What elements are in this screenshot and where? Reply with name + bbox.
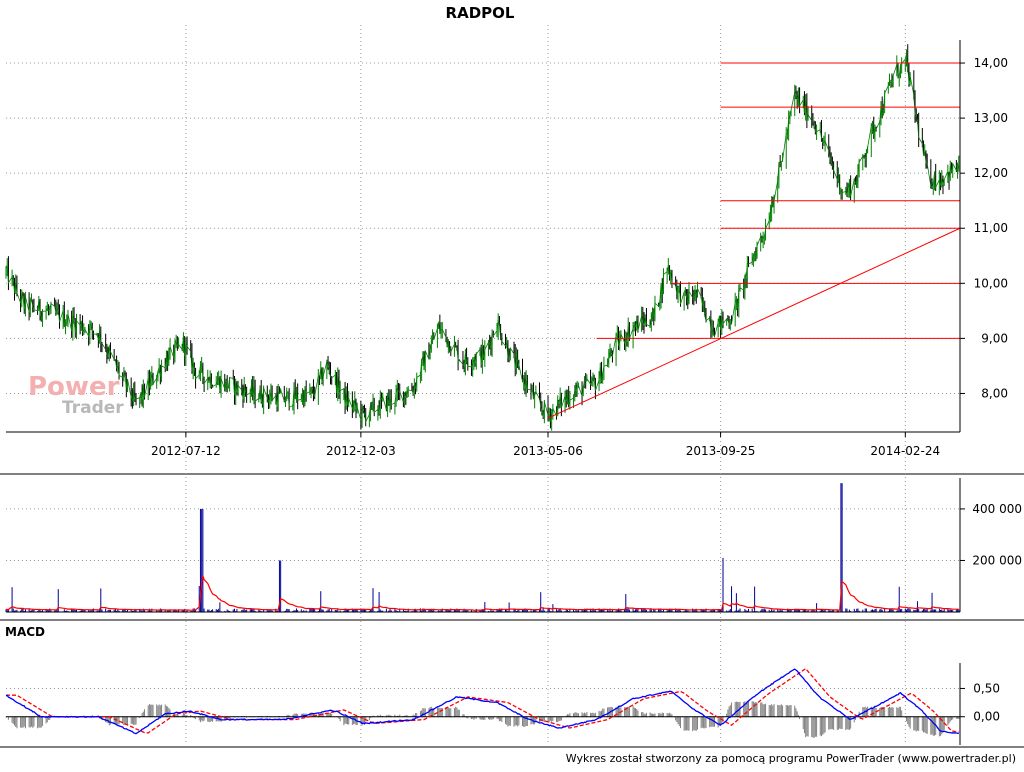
volume-bars [5,483,960,612]
price-x-tick-label: 2013-09-25 [686,444,756,458]
watermark-trader: Trader [62,398,124,418]
macd-panel [5,667,960,738]
price-y-tick-label: 10,00 [974,276,1008,290]
chart-title: RADPOL [446,4,515,22]
price-y-tick-label: 9,00 [981,331,1008,345]
watermark-power: Power [28,372,120,402]
footer-credit: Wykres został stworzony za pomocą progra… [566,752,1016,765]
price-close-line [5,53,960,424]
price-y-tick-label: 14,00 [974,56,1008,70]
horizontal-levels [596,62,960,339]
volume-y-tick-label: 200 000 [972,553,1022,567]
axes: 8,00 9,00 10,00 11,00 12,00 13,00 14,00 2012-07… [6,40,1022,745]
price-x-tick-label: 2013-05-06 [513,444,583,458]
price-y-tick-label: 13,00 [974,111,1008,125]
macd-y-tick-label: 0,00 [973,710,1000,724]
trendline-support [547,227,961,419]
price-y-tick-label: 11,00 [974,221,1008,235]
price-x-tick-label: 2012-07-12 [151,444,221,458]
price-y-tick-label: 8,00 [981,386,1008,400]
price-x-tick-label: 2014-02-24 [870,444,940,458]
volume-average-line [5,575,959,611]
macd-label: MACD [5,625,45,639]
price-x-tick-label: 2012-12-03 [326,444,396,458]
price-series [5,44,960,431]
volume-y-tick-label: 400 000 [972,502,1022,516]
grid-lines [6,25,960,745]
macd-y-tick-label: 0,50 [973,681,1000,695]
chart-background [0,473,1024,748]
powertrader-watermark: Power Trader [28,372,124,418]
trendline [547,227,961,419]
price-y-tick-label: 12,00 [974,166,1008,180]
macd-line [5,668,959,735]
